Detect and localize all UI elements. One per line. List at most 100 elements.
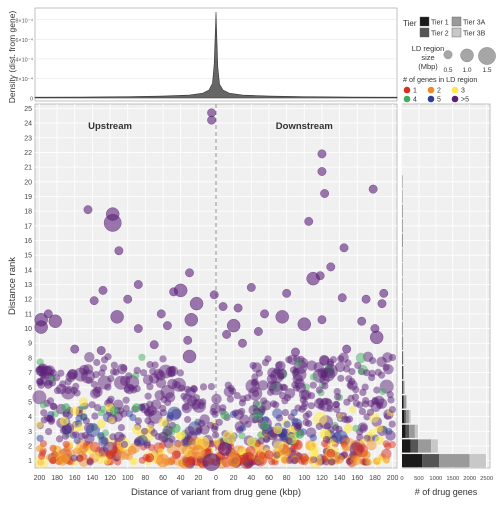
scatter-point [48,314,63,328]
scatter-point [309,373,318,381]
histogram-panel: 0 500 1000 1500 2000 2500 # of drug genes [400,103,493,497]
scatter-point [159,404,167,412]
scatter-y-tick-label: 20 [24,179,32,186]
histogram-bar [402,454,423,468]
scatter-point [220,410,230,420]
scatter-point [133,280,143,289]
scatter-point [333,388,341,396]
scatter-point [267,367,278,378]
legend-tier-swatch [451,27,462,38]
histogram-bar [402,321,404,336]
histogram-bar [402,351,404,365]
legend-gene-label: 3 [461,88,465,95]
scatter-x-tick-label: 200 [34,475,46,482]
scatter-point [346,381,354,389]
scatter-point [238,338,247,348]
scatter-point [281,456,289,464]
scatter-panel: 1234567891011121314151617181920212223242… [7,103,399,498]
scatter-point [233,392,241,400]
scatter-x-tick-label: 40 [177,475,185,482]
scatter-point [331,432,342,443]
histogram-frame [401,103,491,469]
histogram-bar [402,175,403,189]
scatter-point [150,429,158,437]
scatter-y-tick-label: 22 [24,150,32,157]
histogram-bar [404,380,405,394]
scatter-point [144,417,152,425]
scatter-point [361,450,371,460]
legend-gene-swatch [427,86,435,94]
histogram-bar [402,365,404,380]
scatter-point [166,411,174,419]
scatter-point [368,429,376,437]
scatter-x-tick-label: 120 [316,475,328,482]
scatter-point [289,366,298,374]
scatter-point [351,393,360,401]
scatter-point [40,409,48,417]
histogram-bar [422,454,440,468]
scatter-point [38,452,46,460]
scatter-point [180,392,188,400]
scatter-point [316,397,324,405]
scatter-point [199,383,208,391]
histogram-bar [469,454,486,468]
legend-ld-size-circles: 0.5 1.0 1.5 [443,47,496,74]
scatter-point [257,437,265,445]
scatter-y-tick-label: 3 [28,429,32,436]
legend-tier-label: Tier 2 [431,31,449,38]
scatter-point [199,398,207,406]
histogram-bar [402,380,404,394]
scatter-point [275,361,283,369]
scatter-point [159,355,167,363]
legend-gene-label: 1 [413,88,417,95]
scatter-point [226,395,234,403]
scatter-point [46,397,55,405]
histogram-bar [402,263,403,277]
scatter-point [238,407,246,416]
scatter-point [212,431,220,439]
legend-gene-swatch [451,86,459,94]
scatter-point [76,424,84,432]
scatter-point [376,356,387,367]
scatter-point [337,293,347,303]
density-tick-label: 0 [30,97,33,103]
histogram-bar [402,424,406,438]
scatter-point [295,429,305,439]
scatter-point [386,391,394,399]
histogram-bar [414,424,418,438]
scatter-point [344,423,353,433]
scatter-point [156,453,170,468]
scatter-point [321,382,329,390]
scatter-y-tick-label: 1 [28,458,32,465]
density-tick-label: 2×10⁻⁴ [15,76,33,83]
scatter-point [285,437,293,445]
scatter-point [352,386,360,394]
histogram-bar [409,424,415,438]
scatter-point [307,392,316,400]
histogram-bar [439,454,470,468]
scatter-point [115,450,126,461]
scatter-point [376,401,384,409]
scatter-point [328,458,336,466]
scatter-point [157,448,165,456]
scatter-point [158,364,173,379]
legend-ld-title-1: LD region [412,44,445,53]
scatter-point [306,271,320,286]
scatter-point [86,458,94,466]
scatter-point [279,392,287,400]
scatter-x-tick-label: 200 [387,475,399,482]
scatter-point [36,358,44,366]
scatter-point [120,440,129,448]
scatter-point [100,455,108,463]
histogram-x-axis-label: # of drug genes [415,487,478,497]
scatter-point [258,451,266,459]
scatter-point [371,396,379,404]
legend-gene-label: 2 [437,88,441,95]
scatter-point [122,396,130,404]
scatter-y-tick-label: 21 [24,165,32,172]
scatter-point [342,444,350,452]
scatter-point [366,408,374,416]
scatter-x-tick-label: 0 [214,475,218,482]
scatter-point [112,368,120,376]
legend-gene-swatch [403,86,411,94]
